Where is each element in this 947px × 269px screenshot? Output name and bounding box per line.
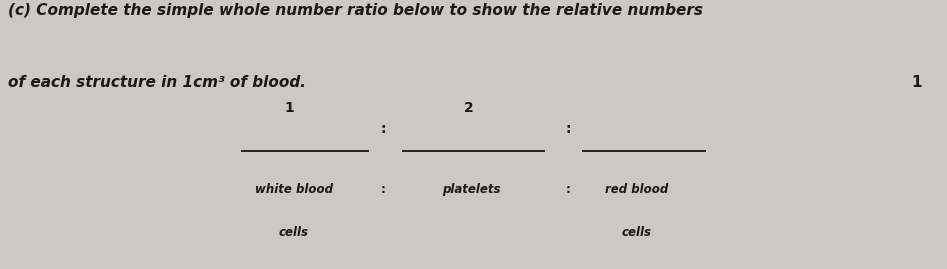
- Text: red blood: red blood: [605, 183, 668, 196]
- Text: 1: 1: [911, 75, 922, 90]
- Text: 2: 2: [464, 101, 474, 115]
- Text: white blood: white blood: [255, 183, 332, 196]
- Text: :: :: [565, 183, 571, 196]
- Text: :: :: [381, 122, 386, 136]
- Text: :: :: [381, 183, 386, 196]
- Text: :: :: [565, 122, 571, 136]
- Text: (c) Complete the simple whole number ratio below to show the relative numbers: (c) Complete the simple whole number rat…: [8, 3, 703, 18]
- Text: platelets: platelets: [442, 183, 501, 196]
- Text: of each structure in 1cm³ of blood.: of each structure in 1cm³ of blood.: [8, 75, 306, 90]
- Text: 1: 1: [284, 101, 294, 115]
- Text: cells: cells: [621, 226, 652, 239]
- Text: cells: cells: [278, 226, 309, 239]
